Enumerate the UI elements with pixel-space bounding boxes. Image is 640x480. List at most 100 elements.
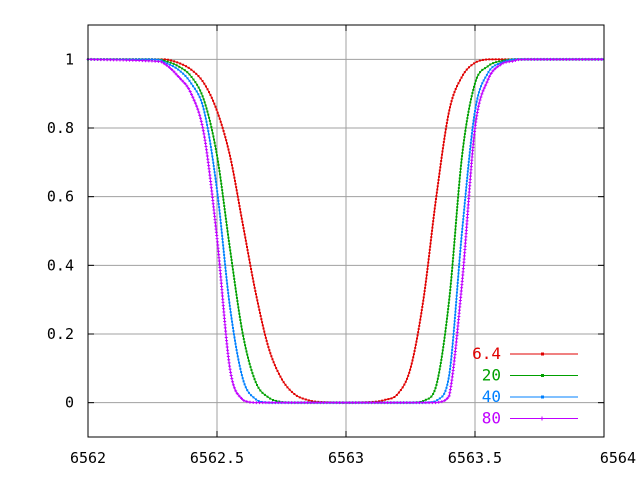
- data-point-marker: [134, 58, 138, 62]
- data-point-marker: [471, 92, 474, 95]
- data-point-marker: [298, 396, 301, 399]
- data-point-marker: [448, 371, 451, 374]
- data-point-marker: [226, 285, 229, 288]
- data-point-marker: [236, 300, 239, 303]
- data-point-marker: [432, 392, 435, 395]
- data-point-marker: [421, 401, 425, 405]
- data-point-marker: [447, 112, 450, 115]
- data-point-marker: [453, 241, 456, 244]
- data-point-marker: [222, 195, 225, 198]
- data-point-marker: [183, 81, 187, 85]
- data-point-marker: [446, 314, 449, 317]
- data-point-marker: [463, 205, 466, 208]
- data-point-marker: [216, 246, 220, 250]
- data-point-marker: [115, 58, 119, 62]
- data-point-marker: [439, 365, 442, 368]
- data-point-marker: [226, 227, 229, 230]
- data-point-marker: [455, 291, 458, 294]
- data-point-marker: [505, 59, 508, 62]
- y-axis-tick-labels: 0 0.2 0.4 0.6 0.8 1: [47, 50, 74, 411]
- y-tick-label: 0.2: [47, 325, 74, 343]
- data-point-marker: [215, 108, 218, 111]
- data-point-marker: [386, 401, 390, 405]
- data-point-marker: [223, 257, 226, 260]
- data-point-marker: [464, 189, 467, 192]
- data-point-marker: [452, 257, 455, 260]
- data-point-marker: [354, 401, 358, 405]
- data-point-marker: [235, 345, 238, 348]
- data-point-marker: [466, 170, 469, 173]
- data-point-marker: [580, 57, 584, 61]
- data-point-marker: [241, 331, 244, 334]
- data-point-marker: [314, 400, 317, 403]
- data-point-marker: [267, 346, 270, 349]
- data-point-marker: [232, 170, 235, 173]
- data-point-marker: [406, 377, 409, 380]
- data-point-marker: [222, 250, 225, 253]
- data-point-marker: [459, 253, 462, 256]
- data-point-marker: [451, 266, 454, 269]
- data-point-marker: [419, 315, 422, 318]
- data-point-marker: [210, 126, 213, 129]
- data-point-marker: [124, 58, 128, 62]
- data-point-marker: [424, 283, 427, 286]
- data-point-marker: [140, 59, 144, 63]
- data-point-marker: [204, 148, 208, 152]
- data-point-marker: [240, 328, 243, 331]
- data-point-marker: [224, 266, 227, 269]
- data-point-marker: [441, 150, 444, 153]
- data-point-marker: [517, 58, 521, 62]
- data-point-marker: [239, 322, 242, 325]
- data-point-marker: [213, 221, 217, 225]
- data-point-marker: [221, 234, 224, 237]
- data-point-marker: [201, 105, 204, 108]
- data-point-marker: [225, 224, 228, 227]
- data-point-marker: [215, 183, 218, 186]
- data-point-marker: [169, 63, 172, 66]
- data-point-marker: [437, 400, 441, 404]
- data-point-marker: [454, 340, 458, 344]
- data-point-marker: [448, 388, 452, 392]
- data-point-marker: [207, 130, 210, 133]
- data-point-marker: [457, 186, 460, 189]
- data-point-marker: [433, 210, 436, 213]
- data-point-marker: [458, 262, 461, 265]
- data-point-marker: [274, 401, 278, 405]
- data-point-marker: [237, 394, 241, 398]
- data-point-marker: [207, 167, 211, 171]
- data-point-marker: [176, 75, 180, 79]
- data-point-marker: [462, 211, 465, 214]
- data-point-marker: [459, 246, 462, 249]
- data-point-marker: [215, 154, 218, 157]
- data-point-marker: [454, 307, 457, 310]
- data-point-marker: [221, 304, 225, 308]
- data-point-marker: [464, 199, 467, 202]
- data-point-marker: [499, 61, 502, 64]
- data-point-marker: [233, 336, 236, 339]
- data-point-marker: [468, 174, 472, 178]
- data-point-marker: [147, 58, 150, 61]
- data-point-marker: [231, 262, 234, 265]
- data-point-marker: [423, 290, 426, 293]
- data-point-marker: [437, 182, 440, 185]
- data-point-marker: [232, 271, 235, 274]
- data-point-marker: [206, 157, 210, 161]
- data-point-marker: [195, 90, 198, 93]
- data-point-marker: [236, 303, 239, 306]
- data-point-marker: [378, 400, 381, 403]
- data-point-marker: [344, 401, 348, 405]
- data-point-marker: [432, 217, 435, 220]
- data-point-marker: [457, 266, 460, 269]
- legend-entry-6-4: 6.4: [472, 344, 578, 363]
- data-point-marker: [453, 323, 456, 326]
- data-point-marker: [456, 285, 459, 288]
- data-point-marker: [221, 126, 224, 129]
- data-point-marker: [392, 401, 396, 405]
- data-point-marker: [593, 57, 597, 61]
- data-point-marker: [209, 183, 213, 187]
- data-point-marker: [458, 259, 461, 262]
- data-point-marker: [552, 57, 556, 61]
- data-point-marker: [232, 330, 235, 333]
- data-point-marker: [420, 312, 423, 315]
- data-point-marker: [247, 391, 250, 394]
